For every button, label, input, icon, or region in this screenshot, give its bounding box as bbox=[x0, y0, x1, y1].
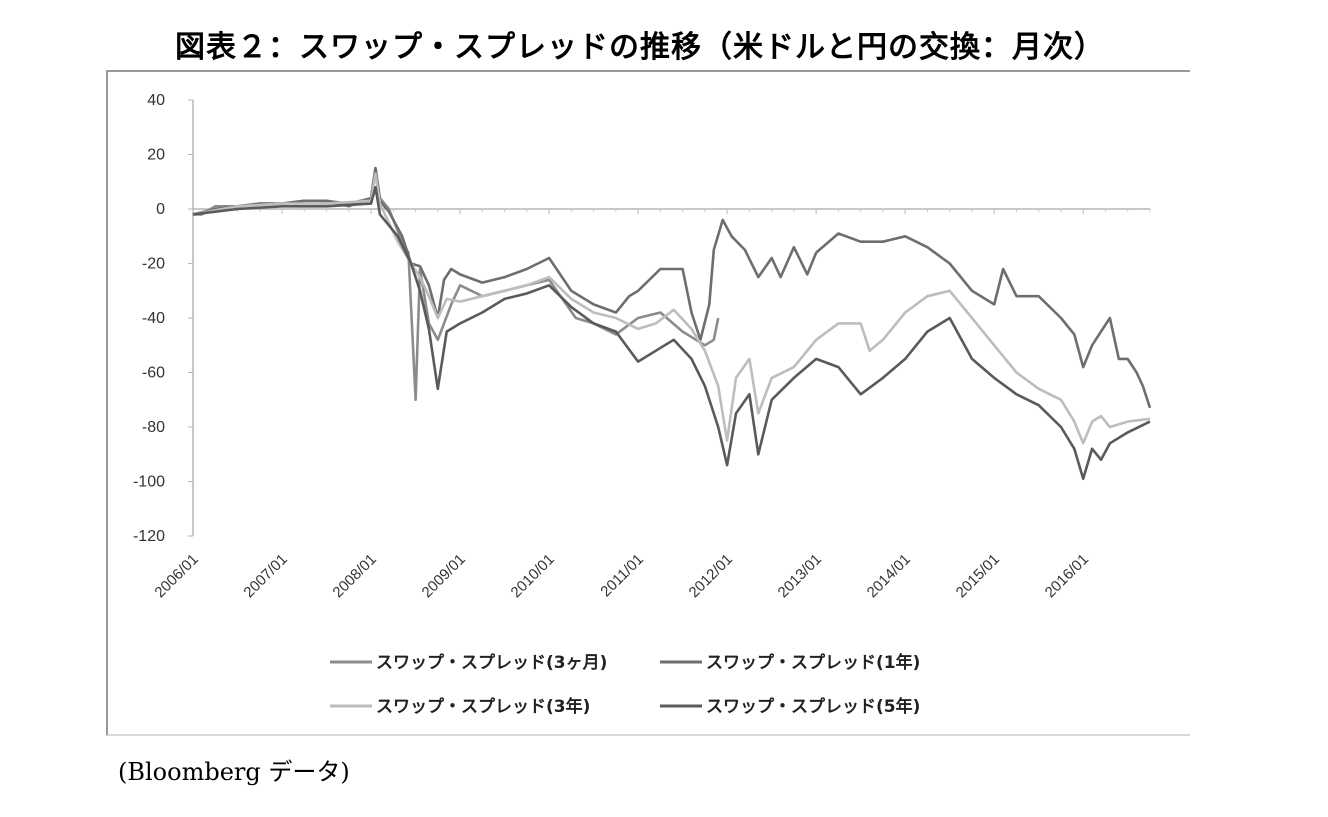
y-tick-label: -100 bbox=[133, 474, 165, 491]
page-title: 図表２：スワップ・スプレッドの推移（米ドルと円の交換：月次） bbox=[175, 30, 1105, 65]
x-tick-label: 2012/01 bbox=[686, 551, 736, 601]
x-tick-label: 2013/01 bbox=[775, 551, 825, 601]
y-tick-label: -20 bbox=[142, 256, 165, 273]
chart-frame bbox=[106, 70, 1190, 736]
x-tick-label: 2010/01 bbox=[508, 551, 558, 601]
y-tick-label: 20 bbox=[147, 147, 165, 164]
y-tick-label: -40 bbox=[142, 310, 165, 327]
y-tick-label: -80 bbox=[142, 419, 165, 436]
source-note: (Bloomberg データ) bbox=[118, 758, 350, 786]
legend-label-1: スワップ・スプレッド(3ヶ月) bbox=[376, 652, 607, 673]
x-tick-label: 2015/01 bbox=[953, 551, 1003, 601]
x-tick-label: 2007/01 bbox=[240, 551, 290, 601]
y-tick-label: 0 bbox=[156, 201, 165, 218]
legend-label-3: スワップ・スプレッド(3年) bbox=[376, 696, 590, 717]
x-tick-label: 2014/01 bbox=[864, 551, 914, 601]
y-tick-label: -60 bbox=[142, 365, 165, 382]
legend-label-2: スワップ・スプレッド(1年) bbox=[706, 652, 920, 673]
y-tick-label: 40 bbox=[147, 92, 165, 109]
series-line-2 bbox=[192, 166, 1152, 409]
series-line-3 bbox=[192, 172, 1151, 445]
x-tick-label: 2006/01 bbox=[151, 551, 201, 601]
series-line-4 bbox=[192, 185, 1151, 481]
legend-label-4: スワップ・スプレッド(5年) bbox=[706, 696, 920, 717]
x-tick-label: 2011/01 bbox=[597, 551, 647, 601]
x-tick-label: 2008/01 bbox=[330, 551, 380, 601]
x-tick-label: 2009/01 bbox=[419, 551, 469, 601]
y-tick-label: -120 bbox=[133, 528, 165, 545]
x-tick-label: 2016/01 bbox=[1042, 551, 1092, 601]
